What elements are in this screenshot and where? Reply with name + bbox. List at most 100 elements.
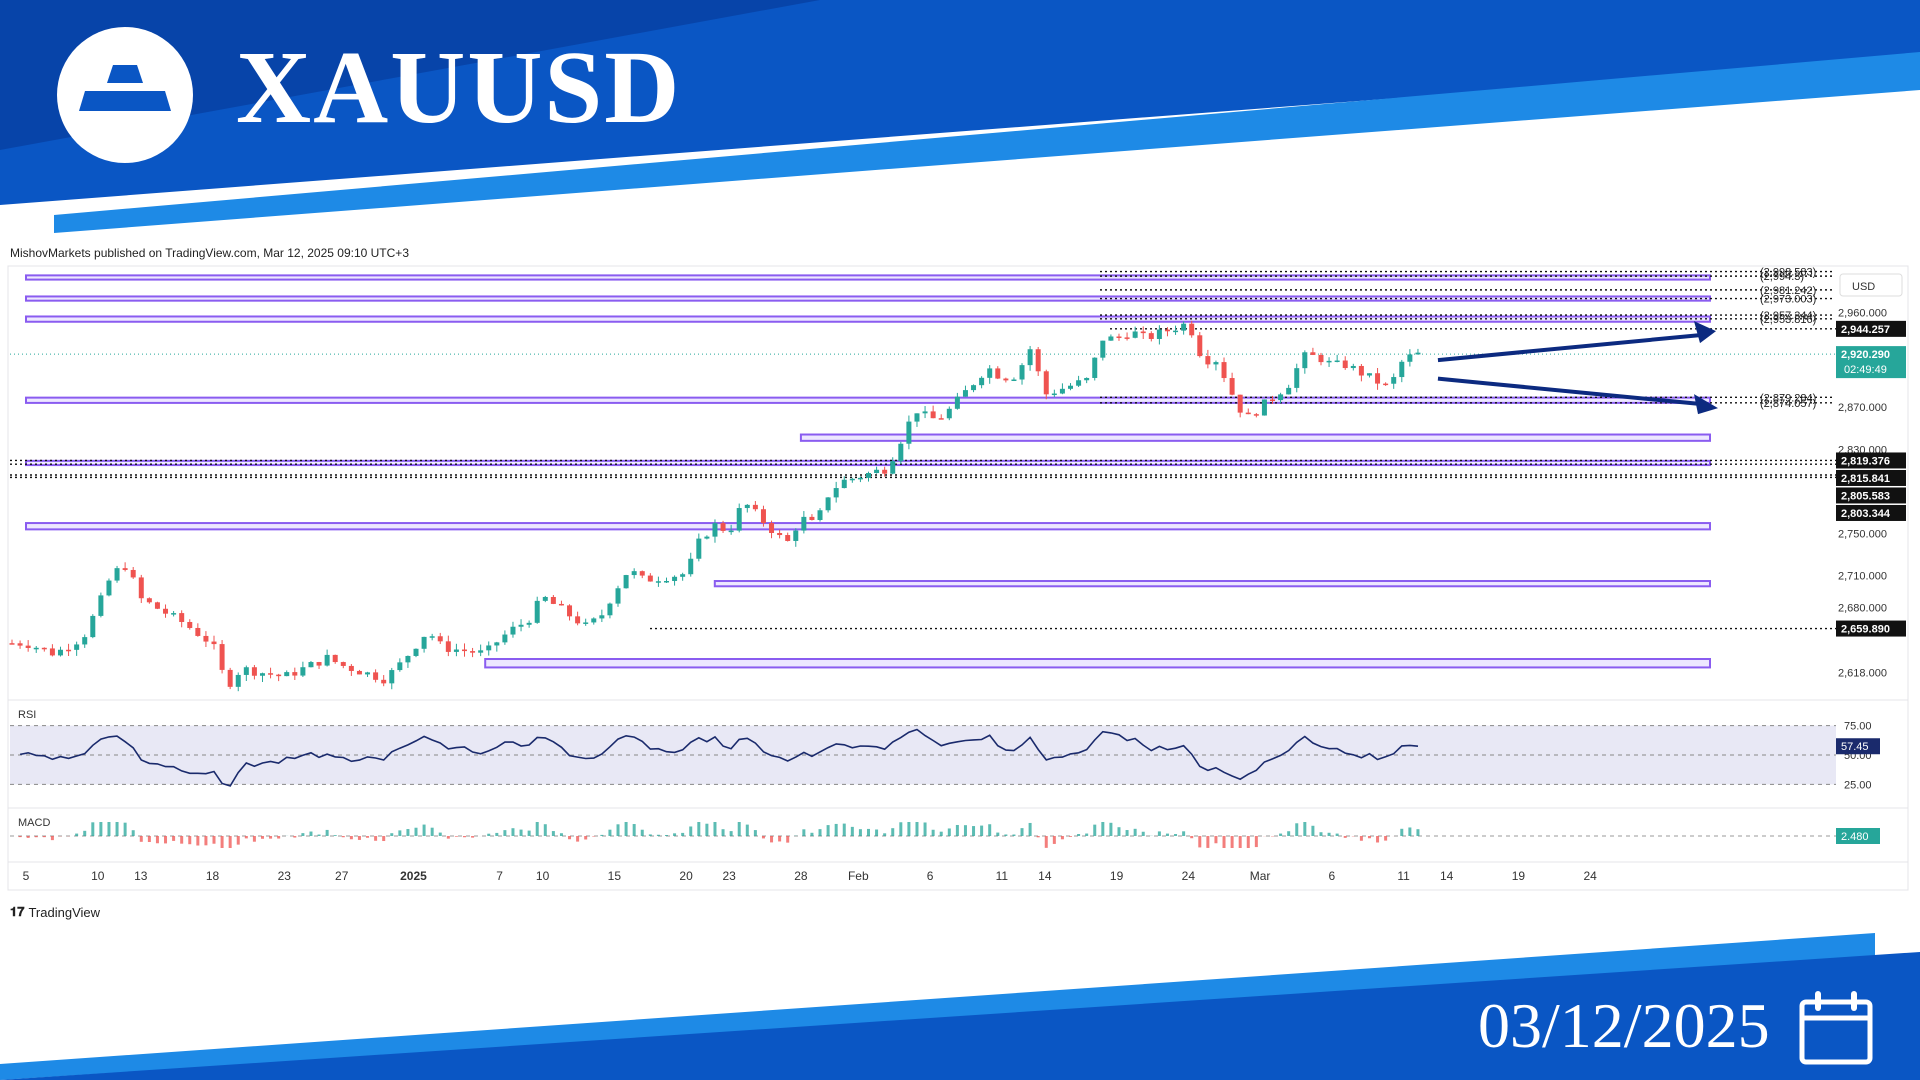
candle-body — [1318, 354, 1324, 363]
candle-body — [25, 645, 31, 648]
price-badge — [1836, 320, 1906, 337]
macd-histogram-bar — [50, 836, 54, 841]
candle-body — [809, 516, 815, 521]
candle-body — [1213, 362, 1219, 365]
candle-body — [106, 580, 112, 596]
candle-body — [906, 421, 912, 444]
macd-histogram-bar — [1060, 836, 1064, 840]
macd-histogram-bar — [891, 828, 895, 836]
macd-histogram-bar — [1206, 836, 1210, 848]
macd-histogram-bar — [834, 823, 838, 836]
macd-histogram-bar — [559, 833, 563, 836]
macd-histogram-bar — [778, 836, 782, 842]
macd-histogram-bar — [220, 836, 224, 848]
y-tick-label: 2,618.000 — [1838, 668, 1887, 680]
x-tick-label: 6 — [927, 869, 934, 883]
macd-histogram-bar — [188, 836, 192, 845]
bullish-projection-arrow — [1437, 333, 1701, 363]
x-tick-label: 23 — [278, 869, 292, 883]
macd-histogram-bar — [123, 822, 127, 836]
macd-histogram-bar — [907, 822, 911, 836]
candle-body — [954, 396, 960, 409]
macd-histogram-bar — [673, 833, 677, 836]
candle-body — [510, 626, 516, 635]
candle-body — [1326, 360, 1332, 363]
x-tick-label: 18 — [206, 869, 220, 883]
x-tick-label: 20 — [679, 869, 693, 883]
candle-body — [211, 641, 217, 645]
price-level-label: (2,874.057) — [1760, 398, 1816, 410]
macd-histogram-bar — [1004, 834, 1008, 836]
macd-histogram-bar — [155, 836, 159, 844]
x-tick-label: 11 — [1397, 869, 1410, 883]
candle-body — [833, 488, 839, 498]
macd-histogram-bar — [430, 827, 434, 836]
macd-histogram-bar — [398, 830, 402, 836]
candle-body — [57, 649, 63, 656]
x-tick-label: 2025 — [400, 869, 427, 883]
candle-body — [1076, 380, 1082, 386]
candle-body — [259, 673, 265, 676]
candle-body — [1084, 377, 1090, 381]
candle-body — [655, 581, 661, 583]
macd-histogram-bar — [745, 824, 749, 836]
candle-body — [146, 598, 152, 603]
candle-body — [688, 558, 694, 575]
macd-histogram-bar — [592, 836, 596, 837]
macd-histogram-bar — [705, 823, 709, 836]
candle-body — [1253, 414, 1259, 416]
macd-histogram-bar — [503, 830, 507, 836]
macd-histogram-bar — [818, 829, 822, 836]
macd-histogram-bar — [939, 831, 943, 836]
macd-histogram-bar — [648, 834, 652, 836]
candle-body — [1302, 352, 1308, 369]
candle-body — [704, 536, 710, 539]
candle-body — [1237, 394, 1243, 413]
macd-histogram-bar — [390, 833, 394, 836]
candle-body — [599, 615, 605, 619]
y-tick-label: 2,960.000 — [1838, 307, 1887, 319]
macd-histogram-bar — [576, 836, 580, 842]
y-tick-label: 2,870.000 — [1838, 402, 1887, 414]
candle-body — [987, 368, 993, 378]
gold-bars-icon — [79, 65, 171, 111]
macd-value-badge — [1836, 828, 1880, 844]
candle-body — [1205, 356, 1211, 365]
candle-body — [1270, 399, 1276, 401]
candle-body — [736, 508, 742, 531]
macd-histogram-bar — [802, 829, 806, 836]
macd-histogram-bar — [1408, 827, 1412, 836]
macd-histogram-bar — [277, 836, 281, 839]
macd-histogram-bar — [99, 822, 103, 836]
axis-currency: USD — [1852, 281, 1875, 293]
macd-histogram-bar — [212, 836, 216, 844]
macd-histogram-bar — [1311, 825, 1315, 836]
candle-body — [744, 504, 750, 509]
macd-histogram-bar — [1052, 836, 1056, 844]
candle-body — [583, 622, 589, 624]
tradingview-brand: 𝟏𝟕 TradingView — [10, 904, 100, 920]
candle-body — [179, 613, 185, 622]
candle-body — [98, 595, 104, 616]
candle-body — [995, 368, 1001, 379]
candle-body — [1221, 362, 1227, 379]
macd-histogram-bar — [931, 829, 935, 836]
macd-value-label: 2.480 — [1841, 831, 1869, 843]
macd-histogram-bar — [91, 822, 95, 836]
candle-body — [33, 647, 39, 650]
macd-histogram-bar — [204, 836, 208, 846]
x-tick-label: 23 — [722, 869, 736, 883]
x-tick-label: 7 — [496, 869, 503, 883]
candle-body — [138, 577, 144, 599]
price-chart[interactable]: MISHOV MARKETS (2,998.583)(2,994.3) (2,98… — [0, 262, 1920, 894]
x-tick-label: 14 — [1440, 869, 1454, 883]
macd-histogram-bar — [600, 834, 604, 836]
macd-histogram-bar — [1028, 822, 1032, 836]
macd-histogram-bar — [446, 836, 450, 839]
candle-body — [478, 650, 484, 653]
candle-body — [316, 662, 322, 666]
candle-body — [696, 538, 702, 559]
candle-body — [1124, 337, 1130, 339]
candle-body — [1035, 349, 1041, 372]
candle-body — [348, 665, 354, 671]
